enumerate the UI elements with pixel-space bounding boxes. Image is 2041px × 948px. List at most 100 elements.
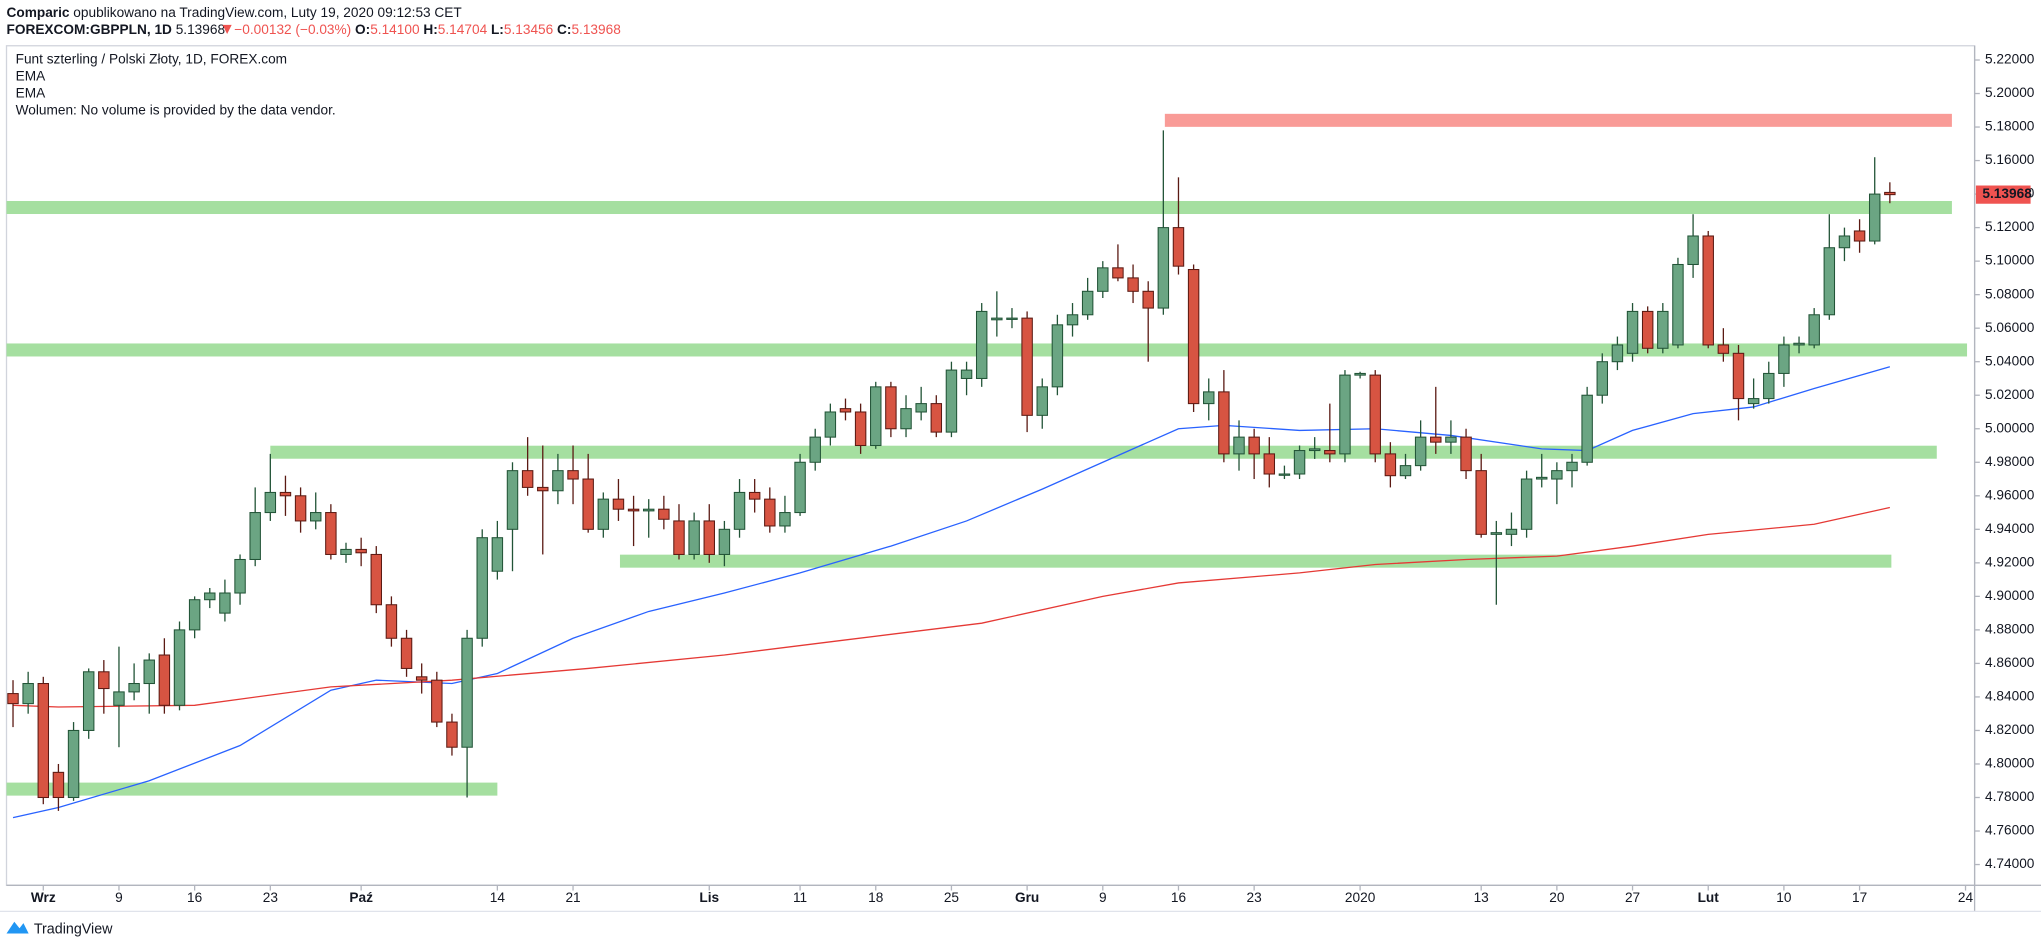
candle-body — [1112, 267, 1124, 279]
candle-body — [1414, 436, 1427, 467]
footer-brand[interactable]: TradingView — [34, 921, 113, 937]
candle-body — [385, 604, 398, 639]
last-price-label: 5.13968 — [1982, 186, 2032, 201]
candle-body — [748, 491, 761, 500]
candle-body — [340, 548, 352, 555]
candle-body — [1536, 476, 1548, 480]
x-tick-label: Gru — [1015, 890, 1039, 905]
y-tick-label: 5.02000 — [1985, 387, 2035, 402]
candle-body — [355, 548, 367, 554]
candle-body — [1551, 470, 1563, 480]
candle-body — [1369, 374, 1381, 455]
y-tick-label: 5.18000 — [1985, 119, 2035, 134]
candle-body — [7, 693, 19, 705]
candle-body — [506, 470, 519, 530]
zone — [1164, 113, 1952, 127]
candle-body — [37, 682, 50, 799]
x-tick-label: 13 — [1474, 890, 1489, 905]
y-tick-label: 5.10000 — [1985, 253, 2035, 268]
candle-body — [658, 508, 670, 520]
candle-body — [1520, 478, 1533, 530]
x-tick-label: 17 — [1852, 890, 1867, 905]
candle-body — [1717, 344, 1730, 354]
candle-body — [1808, 314, 1820, 346]
candle-body — [1187, 268, 1200, 405]
candle-body — [294, 495, 307, 522]
candle-body — [1021, 317, 1033, 416]
candle-body — [1626, 310, 1639, 354]
candle-body — [960, 369, 973, 379]
candle-body — [188, 599, 201, 631]
y-tick-label: 4.88000 — [1985, 621, 2035, 636]
candle-body — [1142, 290, 1154, 309]
candle-body — [1308, 448, 1321, 452]
y-tick-label: 4.96000 — [1985, 487, 2035, 502]
candle-body — [1853, 230, 1866, 242]
ohlc-line: −0.00132 (−0.03%) O:5.14100 H:5.14704 L:… — [234, 22, 621, 37]
candle-body — [67, 729, 80, 799]
candle-body — [1687, 235, 1699, 266]
x-tick-label: 16 — [187, 890, 202, 905]
candle-body — [415, 676, 428, 681]
zone — [270, 445, 1937, 459]
candle-body — [1596, 361, 1609, 396]
candle-body — [158, 654, 171, 706]
candle-body — [98, 671, 110, 690]
candle-body — [249, 512, 261, 561]
zone — [619, 554, 1892, 568]
candle-body — [839, 408, 852, 413]
candle-body — [718, 528, 731, 555]
y-tick-label: 5.20000 — [1985, 85, 2035, 100]
h-label: H: — [423, 22, 437, 37]
plot — [6, 113, 1968, 819]
candle-body — [975, 310, 988, 379]
candle-body — [794, 461, 806, 514]
o-label: O: — [355, 22, 370, 37]
y-tick-label: 4.84000 — [1985, 689, 2035, 704]
candle-body — [1233, 436, 1245, 455]
candle-body — [582, 478, 594, 530]
candle-body — [1778, 344, 1790, 374]
y-tick-label: 5.04000 — [1985, 353, 2035, 368]
y-tick-label: 5.00000 — [1985, 420, 2035, 435]
candle-body — [854, 411, 867, 447]
candle-body — [1702, 235, 1714, 346]
x-tick-label: 20 — [1549, 890, 1565, 905]
legend-volume: Wolumen: No volume is provided by the da… — [16, 102, 336, 117]
y-tick-label: 5.06000 — [1985, 320, 2035, 335]
candle-body — [204, 592, 216, 601]
candle-body — [1823, 247, 1836, 316]
candle-body — [446, 721, 458, 748]
candle-body — [1263, 453, 1276, 475]
candle-body — [945, 369, 958, 433]
candle-body — [673, 520, 685, 555]
candle-body — [627, 508, 640, 512]
candle-body — [1384, 453, 1397, 477]
candle-body — [1732, 352, 1745, 400]
zone — [6, 782, 498, 796]
x-tick-label: 9 — [115, 890, 123, 905]
candle-body — [279, 491, 292, 497]
candle-body — [1127, 277, 1139, 292]
candle-body — [612, 498, 625, 510]
l-label: L: — [491, 22, 504, 37]
candle-body — [491, 537, 504, 572]
candle-body — [22, 682, 34, 705]
candle-body — [52, 771, 65, 799]
y-tick-label: 4.82000 — [1985, 722, 2035, 737]
candle-body — [219, 592, 231, 614]
x-tick-label: 23 — [263, 890, 278, 905]
candle-body — [1324, 450, 1336, 455]
symbol-line: FOREXCOM:GBPPLN, 1D 5.13968 — [7, 22, 226, 37]
x-tick-label: Paź — [349, 890, 373, 905]
candle-body — [325, 512, 337, 555]
candle-body — [1793, 342, 1805, 346]
y-tick-label: 4.90000 — [1985, 588, 2035, 603]
candle-body — [1430, 436, 1442, 443]
logo — [6, 921, 29, 934]
x-tick-label: 14 — [490, 890, 506, 905]
candle-body — [1172, 227, 1185, 267]
candle-body — [1006, 317, 1018, 320]
